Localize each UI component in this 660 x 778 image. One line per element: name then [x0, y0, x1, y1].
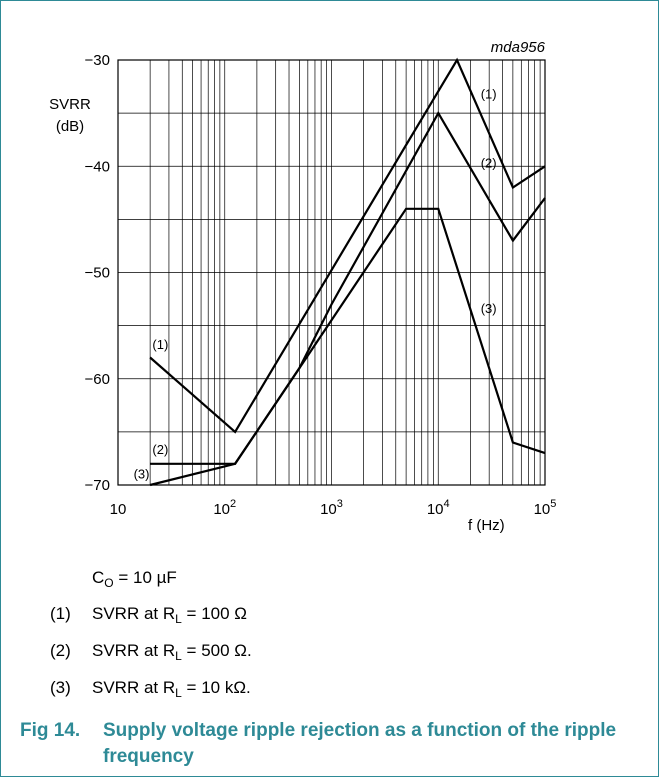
note-subscript: L — [175, 649, 182, 663]
series-tag-label: (1) — [152, 337, 168, 352]
y-axis-label-line2: (dB) — [56, 118, 84, 135]
note-value: = 100 Ω — [181, 604, 247, 623]
x-tick-label: 103 — [320, 498, 343, 518]
note-text: SVRR at R — [92, 604, 176, 623]
x-tick-label: 10 — [110, 501, 127, 518]
condition-symbol: C — [92, 568, 105, 587]
condition-value: = 10 µF — [113, 568, 177, 587]
y-tick-label: −50 — [85, 265, 110, 282]
condition-note: CO = 10 µF — [92, 568, 177, 593]
series-tags: (1)(2)(3)(1)(2)(3) — [134, 86, 497, 481]
series-tag-label: (3) — [481, 301, 497, 316]
note-value: = 500 Ω. — [181, 641, 252, 660]
y-axis-label-line1: SVRR — [49, 96, 91, 113]
series-line-3 — [149, 207, 546, 487]
note-text: SVRR at R — [92, 641, 176, 660]
series-tag-label: (1) — [481, 86, 497, 101]
note-number: (2) — [50, 641, 71, 660]
note-number: (3) — [50, 678, 71, 697]
x-tick-label: 102 — [213, 498, 236, 518]
y-tick-label: −30 — [85, 52, 110, 69]
chart-grid — [118, 60, 545, 485]
series-tag-label: (2) — [152, 442, 168, 457]
chart-id-label: mda956 — [491, 39, 546, 56]
note-item-3: (3) SVRR at RL = 10 kΩ. — [50, 678, 251, 703]
y-tick-label: −40 — [85, 158, 110, 175]
x-tick-label: 104 — [427, 498, 450, 518]
series-tag-label: (3) — [134, 467, 150, 482]
figure-title: Supply voltage ripple rejection as a fun… — [103, 720, 617, 767]
series-line-1 — [149, 57, 546, 434]
series-lines — [149, 57, 546, 487]
condition-subscript: O — [104, 576, 114, 590]
x-axis-label: f (Hz) — [468, 517, 505, 534]
note-number: (1) — [50, 604, 71, 623]
note-subscript: L — [175, 686, 182, 700]
note-subscript: L — [175, 612, 182, 626]
y-tick-label: −70 — [85, 477, 110, 494]
series-tag-label: (2) — [481, 155, 497, 170]
note-text: SVRR at R — [92, 678, 176, 697]
plot-area-border — [117, 59, 546, 486]
note-item-2: (2) SVRR at RL = 500 Ω. — [50, 641, 252, 666]
y-tick-label: −60 — [85, 371, 110, 388]
figure-number: Fig 14. — [20, 720, 81, 741]
note-item-1: (1) SVRR at RL = 100 Ω — [50, 604, 247, 629]
x-tick-label: 105 — [534, 498, 557, 518]
note-value: = 10 kΩ. — [181, 678, 251, 697]
